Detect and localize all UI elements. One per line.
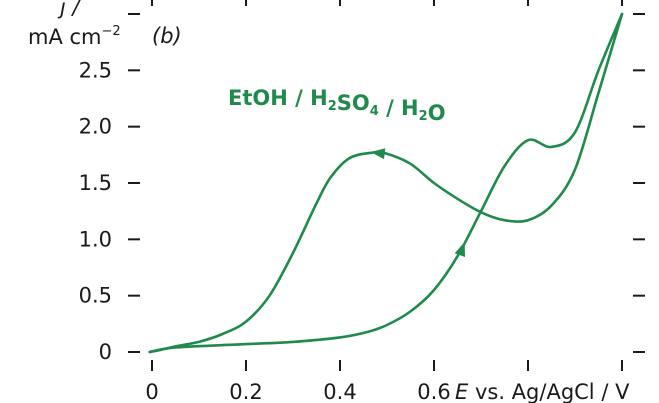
- y-tick-label: 0.5: [79, 284, 112, 308]
- axes-layer: 0 0.5 1.0 1.5 2.0 2.5 0 0.2 0.4 0.6: [79, 0, 645, 403]
- y-tick-label: 2.5: [79, 58, 112, 82]
- annotation-subscript: 2: [419, 109, 428, 124]
- annotation-text: O: [428, 101, 446, 125]
- y-axis-unit: mA cm: [28, 25, 102, 49]
- curves-layer: [148, 12, 624, 354]
- y-axis-unit-exponent: −2: [102, 24, 121, 39]
- electrolyte-annotation: EtOH / H2SO4 / H2O: [228, 86, 446, 125]
- y-tick-label: 1.5: [79, 171, 112, 195]
- annotation-subscript: 2: [328, 99, 337, 114]
- cv-sweep-reverse: [148, 12, 624, 354]
- scan-direction-arrow: [370, 148, 386, 160]
- x-axis-label-variable: E: [455, 380, 469, 403]
- x-axis-label: E vs. Ag/AgCl / V: [455, 380, 630, 403]
- y-tick-label: 2.0: [79, 115, 112, 139]
- annotation-text: / H: [379, 96, 419, 120]
- annotation-subscript: 4: [370, 104, 379, 119]
- x-tick-label: 0.4: [323, 380, 356, 403]
- x-tick-label: 0.6: [417, 380, 450, 403]
- y-axis-label-line2: mA cm−2: [28, 24, 121, 49]
- y-tick-label: 0: [99, 340, 112, 364]
- scan-direction-arrow: [454, 241, 466, 257]
- annotation-text: EtOH / H: [228, 86, 328, 110]
- y-tick-label: 1.0: [79, 227, 112, 251]
- cv-sweep-forward: [148, 12, 624, 354]
- y-axis-label-line1: j /: [57, 0, 82, 19]
- x-tick-label: 0: [145, 380, 158, 403]
- annotation-text: SO: [337, 91, 370, 115]
- panel-label: (b): [152, 24, 182, 48]
- x-tick-label: 0.2: [229, 380, 262, 403]
- x-axis-label-rest: vs. Ag/AgCl / V: [468, 380, 630, 403]
